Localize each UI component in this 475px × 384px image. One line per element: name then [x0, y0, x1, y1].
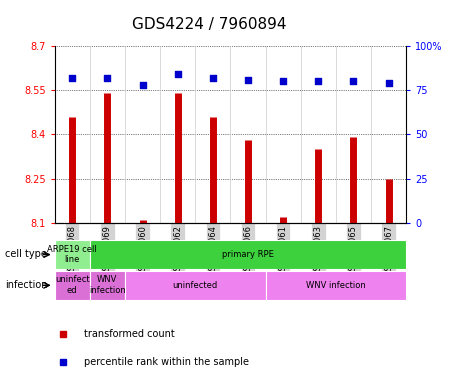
Point — [209, 75, 217, 81]
Point — [104, 75, 111, 81]
Point — [244, 76, 252, 83]
Text: WNV
infection: WNV infection — [89, 275, 126, 295]
Text: GDS4224 / 7960894: GDS4224 / 7960894 — [132, 17, 286, 32]
Point — [68, 75, 76, 81]
Text: primary RPE: primary RPE — [222, 250, 274, 259]
Text: WNV infection: WNV infection — [306, 281, 366, 290]
Text: cell type: cell type — [5, 249, 47, 260]
Point — [279, 78, 287, 84]
Point — [139, 82, 146, 88]
Text: uninfected: uninfected — [172, 281, 218, 290]
Text: uninfect
ed: uninfect ed — [55, 275, 89, 295]
Bar — [90, 271, 125, 300]
Text: transformed count: transformed count — [84, 329, 175, 339]
Bar — [125, 271, 266, 300]
Bar — [55, 240, 90, 269]
Point — [314, 78, 322, 84]
Text: percentile rank within the sample: percentile rank within the sample — [84, 357, 249, 367]
Point — [350, 78, 357, 84]
Text: ARPE19 cell
line: ARPE19 cell line — [48, 245, 97, 264]
Bar — [55, 271, 90, 300]
Bar — [266, 271, 406, 300]
Text: infection: infection — [5, 280, 47, 290]
Point — [385, 80, 392, 86]
Point — [174, 71, 181, 78]
